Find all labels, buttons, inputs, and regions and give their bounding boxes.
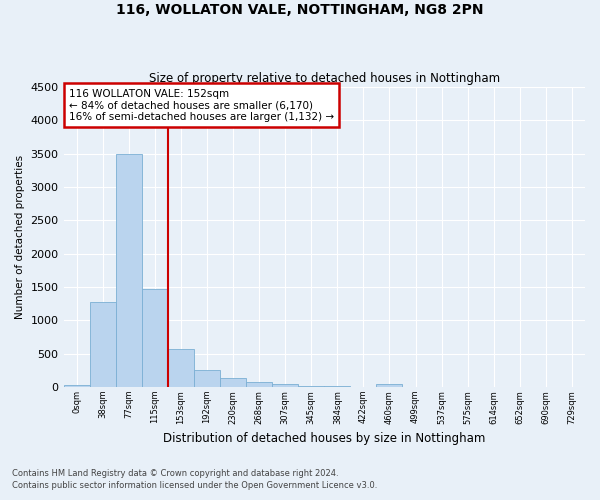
Bar — [298, 386, 324, 387]
Bar — [272, 384, 298, 387]
Bar — [89, 302, 116, 387]
X-axis label: Distribution of detached houses by size in Nottingham: Distribution of detached houses by size … — [163, 432, 485, 445]
Text: 116 WOLLATON VALE: 152sqm
← 84% of detached houses are smaller (6,170)
16% of se: 116 WOLLATON VALE: 152sqm ← 84% of detac… — [69, 88, 334, 122]
Bar — [194, 370, 220, 387]
Bar — [142, 289, 168, 387]
Bar — [376, 384, 403, 387]
Bar — [220, 378, 246, 387]
Text: 116, WOLLATON VALE, NOTTINGHAM, NG8 2PN: 116, WOLLATON VALE, NOTTINGHAM, NG8 2PN — [116, 2, 484, 16]
Bar — [64, 385, 89, 387]
Bar — [168, 349, 194, 387]
Text: Contains HM Land Registry data © Crown copyright and database right 2024.
Contai: Contains HM Land Registry data © Crown c… — [12, 469, 377, 490]
Bar — [324, 386, 350, 387]
Bar — [116, 154, 142, 387]
Y-axis label: Number of detached properties: Number of detached properties — [15, 155, 25, 319]
Bar — [246, 382, 272, 387]
Title: Size of property relative to detached houses in Nottingham: Size of property relative to detached ho… — [149, 72, 500, 85]
